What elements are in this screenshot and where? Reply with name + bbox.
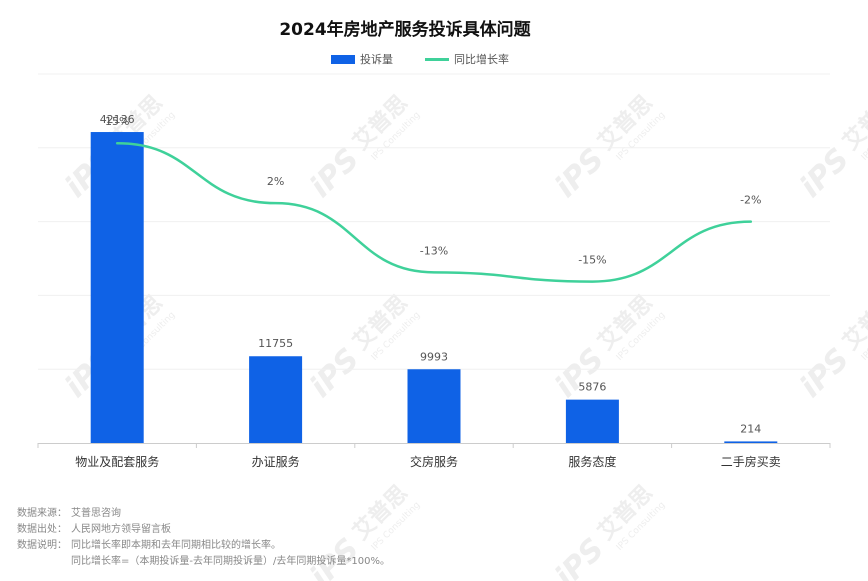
watermark-name: 艾普思 xyxy=(838,90,868,155)
line-series: 15% 2% -13% -15% -2% xyxy=(105,115,762,283)
note-formula: 同比增长率=（本期投诉量-去年同期投诉量）/去年同期投诉量*100%。 xyxy=(17,554,390,570)
watermark-name: 艾普思 xyxy=(838,290,868,355)
grid-lines xyxy=(38,73,830,370)
x-axis: 物业及配套服务 办证服务 交房服务 服务态度 二手房买卖 xyxy=(37,443,831,469)
line-value-label: -13% xyxy=(420,244,448,257)
notes: 数据来源： 艾普思咨询 数据出处： 人民网地方领导留言板 数据说明： 同比增长率… xyxy=(17,506,390,570)
watermark-brand: iPS xyxy=(548,342,611,405)
watermark-brand: iPS xyxy=(303,142,366,205)
bar xyxy=(565,399,619,443)
bar-value-label: 214 xyxy=(740,422,761,435)
note-formula-value: 同比增长率=（本期投诉量-去年同期投诉量）/去年同期投诉量*100%。 xyxy=(71,556,390,567)
watermark-brand: iPS xyxy=(793,142,856,205)
note-source: 数据来源： 艾普思咨询 xyxy=(17,506,390,522)
watermark-brand: iPS xyxy=(793,342,856,405)
note-desc-label: 数据说明： xyxy=(17,540,67,551)
bar xyxy=(407,369,461,443)
line-value-label: 2% xyxy=(267,175,284,188)
watermark-brand: iPS xyxy=(548,532,611,581)
note-origin-label: 数据出处： xyxy=(17,524,67,535)
x-tick-label: 服务态度 xyxy=(568,454,616,469)
bar xyxy=(249,356,303,443)
note-origin-value: 人民网地方领导留言板 xyxy=(71,524,171,535)
note-desc: 数据说明： 同比增长率即本期和去年同期相比较的增长率。 xyxy=(17,538,390,554)
line-value-label: -2% xyxy=(740,194,761,207)
bar-series: 42136 11755 9993 5876 214 xyxy=(90,113,778,443)
note-origin: 数据出处： 人民网地方领导留言板 xyxy=(17,522,390,538)
note-desc-value: 同比增长率即本期和去年同期相比较的增长率。 xyxy=(71,540,281,551)
watermark-brand: iPS xyxy=(303,342,366,405)
watermark-brand: iPS xyxy=(548,142,611,205)
bar xyxy=(724,441,778,443)
bar-value-label: 42136 xyxy=(100,113,135,126)
line-value-label: -15% xyxy=(578,254,606,267)
bar-value-label: 9993 xyxy=(420,350,448,363)
legend-bar-label: 投诉量 xyxy=(360,52,393,66)
chart-title: 2024年房地产服务投诉具体问题 xyxy=(279,19,531,40)
x-tick-label: 办证服务 xyxy=(252,454,300,469)
bar-value-label: 11755 xyxy=(258,337,293,350)
legend-bar-swatch xyxy=(331,55,355,64)
x-tick-label: 物业及配套服务 xyxy=(75,454,159,469)
legend: 投诉量 同比增长率 xyxy=(331,52,509,66)
note-source-label: 数据来源： xyxy=(17,508,67,519)
growth-rate-line xyxy=(115,141,753,283)
x-tick-label: 交房服务 xyxy=(410,454,458,469)
bar-value-label: 5876 xyxy=(578,381,606,394)
note-source-value: 艾普思咨询 xyxy=(71,508,121,519)
bar xyxy=(90,132,144,443)
line-value-label: 15% xyxy=(105,115,129,128)
x-tick-label: 二手房买卖 xyxy=(721,454,781,469)
legend-line-label: 同比增长率 xyxy=(454,52,509,66)
